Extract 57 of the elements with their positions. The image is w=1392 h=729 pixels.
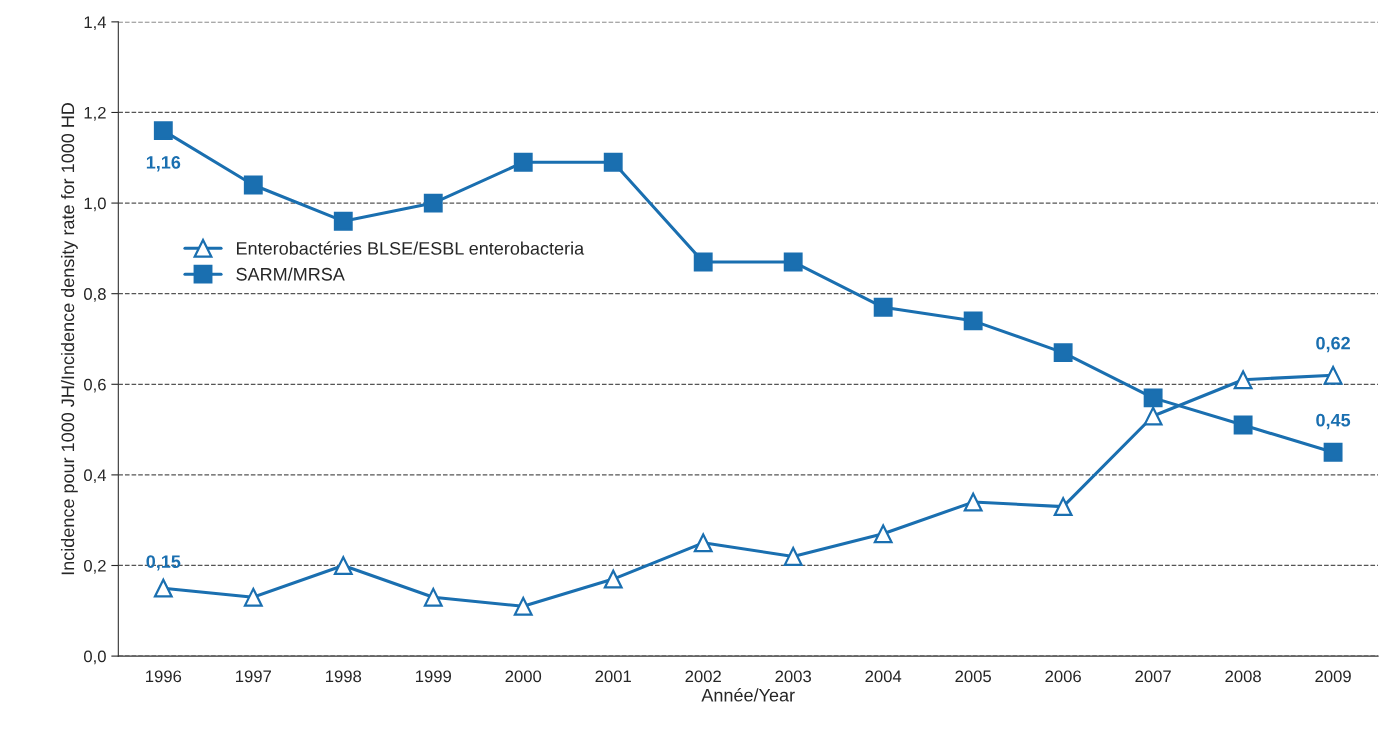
point: [783, 546, 803, 566]
point: [1053, 343, 1073, 363]
x-tick-label: 2002: [685, 670, 721, 683]
point: [1233, 370, 1253, 390]
point: [1143, 388, 1163, 408]
point: [423, 193, 443, 213]
x-axis-title: Année/Year: [701, 688, 795, 702]
y-tick-label: 1,0: [84, 197, 106, 212]
x-tick-label: 2007: [1135, 670, 1171, 683]
data-label: 0,62: [1316, 336, 1350, 353]
x-tick-label: 1997: [236, 670, 271, 683]
y-tick-label: 1,4: [84, 16, 107, 31]
data-label: 0,45: [1316, 413, 1351, 430]
point: [243, 587, 263, 607]
point: [333, 211, 353, 231]
point: [963, 311, 983, 331]
x-tick-label: 1998: [326, 670, 362, 683]
y-tick-label: 0,4: [84, 469, 107, 484]
point: [693, 252, 713, 272]
x-tick-label: 1999: [415, 670, 452, 683]
legend-label: Enterobactéries BLSE/ESBL enterobacteria: [237, 241, 585, 255]
point: [513, 596, 533, 616]
y-tick-label: 0,6: [84, 378, 106, 393]
data-label: 1,16: [146, 155, 181, 172]
x-tick-label: 2003: [775, 670, 811, 683]
point: [603, 569, 623, 589]
point: [1323, 442, 1343, 462]
x-tick-label: 2008: [1225, 670, 1261, 683]
y-axis-title: Incidence pour 1000 JH/Incidence density rate for 1000 HD: [60, 102, 78, 575]
x-tick-label: 2006: [1045, 670, 1081, 683]
point: [1143, 406, 1163, 426]
y-tick-label: 0,8: [84, 288, 106, 302]
point: [783, 252, 803, 272]
x-tick-label: 2000: [505, 670, 542, 683]
point: [963, 492, 983, 512]
point: [873, 524, 893, 544]
point: [153, 121, 173, 141]
y-tick-label: 1,2: [84, 106, 106, 121]
point: [513, 152, 533, 172]
point: [873, 297, 893, 317]
point: [153, 578, 173, 598]
point: [243, 175, 263, 195]
x-tick-label: 1996: [146, 670, 182, 683]
point: [1323, 365, 1343, 385]
y-tick-label: 0,2: [84, 559, 106, 574]
legend-label: SARM/MRSA: [236, 267, 345, 281]
point: [693, 533, 713, 553]
point: [1233, 415, 1253, 435]
y-tick-label: 0,0: [84, 650, 106, 665]
x-tick-label: 2009: [1315, 670, 1351, 683]
point: [423, 587, 443, 607]
x-tick-label: 2005: [955, 670, 991, 683]
point: [603, 152, 623, 172]
point: [333, 556, 353, 575]
x-tick-label: 2004: [865, 670, 902, 683]
x-tick-label: 2001: [595, 670, 631, 683]
point: [1053, 497, 1073, 517]
